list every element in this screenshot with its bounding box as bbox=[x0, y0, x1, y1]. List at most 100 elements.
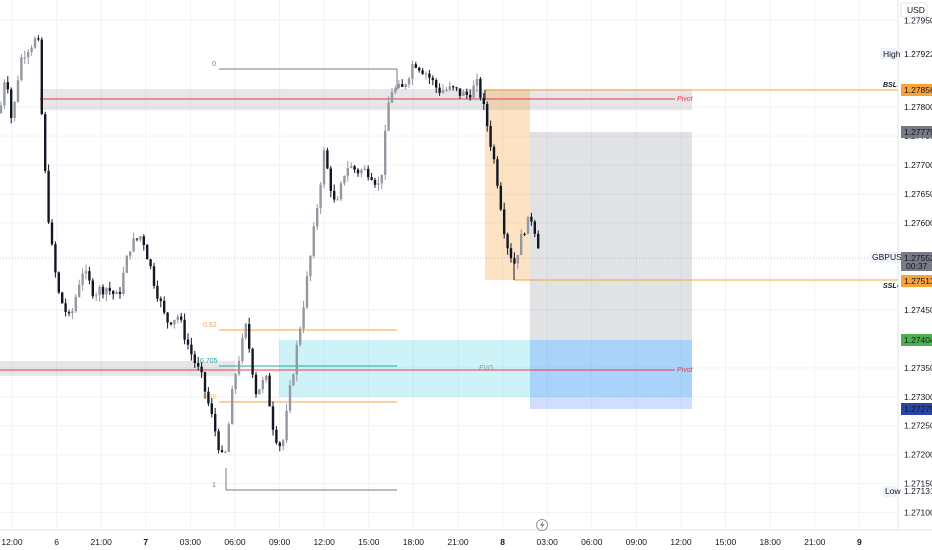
svg-text:High: High bbox=[883, 49, 901, 59]
time-tick-label: 03:00 bbox=[180, 537, 202, 547]
candle-body bbox=[234, 373, 237, 390]
candle-body bbox=[513, 258, 516, 264]
time-tick-label: 8 bbox=[500, 537, 505, 547]
bslq-label: BSLQ bbox=[883, 82, 903, 89]
candle-body bbox=[268, 375, 271, 407]
fib-label-0705: 0.705 bbox=[200, 358, 218, 365]
candle-body bbox=[200, 366, 203, 373]
candle-body bbox=[139, 236, 142, 240]
candle-body bbox=[74, 296, 77, 312]
candle-body bbox=[30, 47, 33, 52]
candle-body bbox=[261, 380, 264, 390]
candle-body bbox=[397, 84, 400, 89]
time-tick-label: 15:00 bbox=[358, 537, 380, 547]
candle-body bbox=[370, 177, 373, 180]
candle-body bbox=[496, 159, 499, 186]
candle-body bbox=[40, 39, 43, 115]
candle-body bbox=[431, 77, 434, 81]
candle-body bbox=[129, 251, 132, 256]
candle-body bbox=[285, 410, 288, 441]
candle-body bbox=[125, 255, 128, 273]
candle-body bbox=[118, 291, 122, 295]
candle-body bbox=[241, 337, 244, 362]
candle-body bbox=[506, 234, 509, 249]
bottom-liquidity-zone[interactable] bbox=[0, 361, 235, 376]
candle-body bbox=[424, 73, 428, 75]
candle-body bbox=[176, 316, 179, 320]
candle-body bbox=[411, 64, 414, 79]
candle-body bbox=[231, 389, 234, 425]
candle-body bbox=[112, 290, 115, 295]
candle-body bbox=[482, 97, 485, 105]
candle-body bbox=[305, 276, 309, 308]
high-price-label: High 1.27922 bbox=[880, 48, 932, 59]
svg-text:GBPUSD: GBPUSD bbox=[872, 252, 908, 262]
candle-body bbox=[197, 363, 200, 367]
candle-body bbox=[71, 311, 74, 314]
candle-body bbox=[220, 450, 224, 452]
time-tick-label: 06:00 bbox=[224, 537, 246, 547]
candle-body bbox=[3, 82, 6, 106]
candle-body bbox=[421, 70, 424, 75]
time-tick-label: 09:00 bbox=[269, 537, 291, 547]
candle-body bbox=[435, 80, 438, 88]
candle-body bbox=[319, 184, 322, 209]
candle-body bbox=[499, 185, 502, 210]
candle-body bbox=[6, 82, 9, 90]
lightning-icon[interactable] bbox=[536, 519, 548, 531]
candle-body bbox=[404, 84, 407, 87]
candle-body bbox=[343, 175, 346, 184]
candle-body bbox=[363, 168, 366, 170]
candle-body bbox=[401, 84, 404, 87]
position-target-zone[interactable] bbox=[530, 132, 692, 340]
time-axis[interactable]: 12:00 6 21:00 7 03:00 06:00 09:00 12:00 15:00 18:… bbox=[0, 529, 932, 547]
candle-body bbox=[458, 88, 462, 96]
position-stop-zone[interactable] bbox=[530, 340, 692, 409]
candle-body bbox=[244, 323, 247, 338]
candle-body bbox=[486, 104, 489, 127]
candle-body bbox=[360, 169, 363, 174]
fvg-zone[interactable] bbox=[279, 340, 692, 397]
svg-text:1.27552: 1.27552 bbox=[904, 253, 932, 263]
candle-body bbox=[105, 287, 108, 295]
price-tick-label: 1.27150 bbox=[904, 479, 932, 489]
time-tick-label: 03:00 bbox=[537, 537, 559, 547]
candle-body bbox=[265, 375, 268, 381]
candle-body bbox=[479, 79, 482, 98]
candle-body bbox=[492, 146, 496, 160]
candle-body bbox=[387, 102, 390, 131]
candle-body bbox=[20, 57, 23, 81]
price-tick-label: 1.27450 bbox=[904, 305, 932, 315]
svg-text:Low: Low bbox=[885, 486, 901, 496]
candle-body bbox=[101, 286, 105, 295]
entry-price-tag: 1.27404 bbox=[901, 334, 932, 346]
candle-body bbox=[173, 319, 176, 325]
fib-label-0: 0 bbox=[212, 61, 216, 68]
candle-body bbox=[316, 208, 319, 227]
current-price-tag: GBPUSD 1.27552 00:37 bbox=[870, 252, 932, 271]
low-price-label: Low 1.27131 bbox=[883, 486, 932, 497]
candle-body bbox=[414, 64, 417, 68]
candle-body bbox=[248, 323, 251, 349]
candle-body bbox=[438, 87, 441, 93]
candle-body bbox=[288, 385, 292, 411]
candle-body bbox=[251, 348, 254, 375]
candle-body bbox=[312, 226, 315, 256]
candle-body bbox=[84, 271, 88, 274]
candle-body bbox=[166, 312, 169, 323]
candle-body bbox=[336, 199, 339, 201]
time-tick-label: 6 bbox=[54, 537, 59, 547]
candle-body bbox=[292, 374, 295, 386]
candle-body bbox=[390, 92, 394, 103]
candle-body bbox=[122, 272, 125, 295]
currency-box[interactable] bbox=[900, 2, 928, 18]
candle-body bbox=[224, 451, 227, 453]
time-tick-label: 12:00 bbox=[314, 537, 336, 547]
fib-label-079: 0.79 bbox=[203, 394, 217, 401]
svg-text:1.27856: 1.27856 bbox=[904, 85, 932, 95]
candle-body bbox=[356, 169, 360, 174]
candle-body bbox=[10, 89, 13, 118]
time-tick-label: 15:00 bbox=[715, 537, 737, 547]
candle-body bbox=[537, 233, 540, 249]
